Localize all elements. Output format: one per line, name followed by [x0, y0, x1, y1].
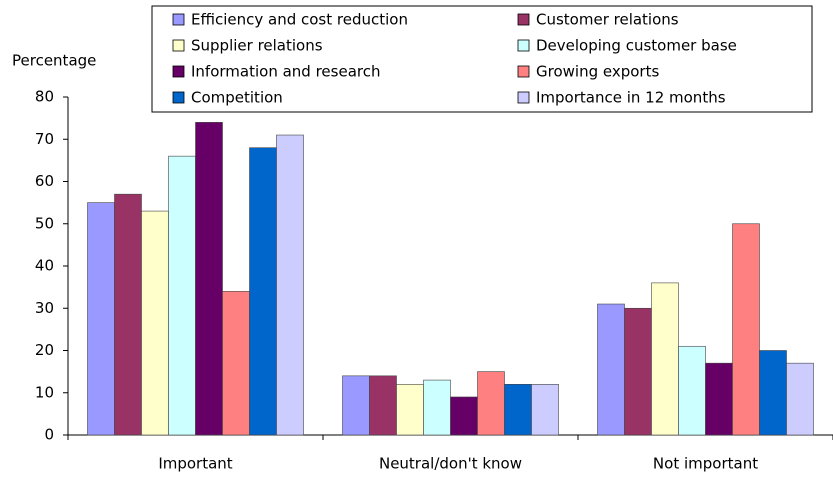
legend-swatch: [517, 65, 530, 78]
bar: [678, 345, 706, 436]
y-tick-label: 10: [35, 383, 54, 401]
bar: [114, 193, 142, 436]
legend-label: Efficiency and cost reduction: [191, 11, 408, 29]
legend-box: [151, 5, 813, 113]
bar: [705, 362, 733, 436]
y-tick-label: 80: [35, 88, 54, 106]
bar: [477, 371, 505, 436]
y-tick-label: 20: [35, 341, 54, 359]
bar: [786, 362, 814, 436]
bar: [249, 147, 277, 436]
bar: [651, 282, 679, 436]
legend-swatch: [172, 91, 185, 104]
legend-label: Importance in 12 months: [536, 89, 726, 107]
bar: [168, 155, 196, 436]
x-tick-label: Not important: [653, 455, 758, 473]
bar: [342, 375, 370, 436]
legend-swatch: [172, 39, 185, 52]
legend-label: Growing exports: [536, 63, 659, 81]
bar: [531, 383, 559, 436]
bar: [222, 291, 250, 436]
bar: [195, 122, 223, 436]
legend-swatch: [172, 13, 185, 26]
bar: [624, 307, 652, 436]
bar: [423, 379, 451, 436]
legend-swatch: [172, 65, 185, 78]
bar: [276, 134, 304, 436]
bar: [759, 350, 787, 436]
bar: [87, 202, 115, 436]
bar: [504, 383, 532, 436]
legend-label: Customer relations: [536, 11, 679, 29]
legend-label: Information and research: [191, 63, 380, 81]
bar: [141, 210, 169, 436]
y-tick-label: 50: [35, 214, 54, 232]
y-tick-label: 70: [35, 130, 54, 148]
bar: [396, 383, 424, 436]
legend-swatch: [517, 39, 530, 52]
y-tick-label: 0: [44, 426, 54, 444]
legend-label: Developing customer base: [536, 37, 737, 55]
legend-swatch: [517, 13, 530, 26]
bar: [597, 303, 625, 436]
legend-swatch: [517, 91, 530, 104]
y-tick-label: 60: [35, 172, 54, 190]
x-tick-label: Important: [158, 455, 232, 473]
y-tick-label: 40: [35, 257, 54, 275]
legend-label: Supplier relations: [191, 37, 323, 55]
x-tick-label: Neutral/don't know: [379, 455, 522, 473]
bar: [450, 396, 478, 436]
y-tick-label: 30: [35, 299, 54, 317]
bar: [369, 375, 397, 436]
legend-label: Competition: [191, 89, 283, 107]
y-axis-label: Percentage: [12, 52, 96, 70]
bar: [732, 223, 760, 436]
